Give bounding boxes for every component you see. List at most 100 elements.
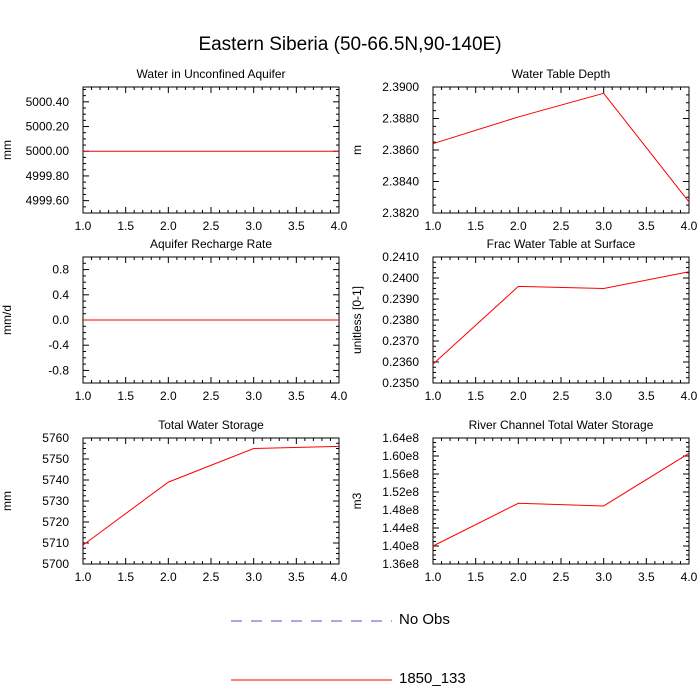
y-tick-label: 5740	[42, 473, 69, 487]
x-tick-label: 2.0	[510, 219, 527, 233]
y-tick-label: 0.2380	[382, 313, 419, 327]
panel-title: Frac Water Table at Surface	[487, 237, 636, 251]
y-tick-label: 1.36e8	[382, 557, 419, 571]
y-tick-label: 5000.00	[26, 144, 70, 158]
y-tick-label: 5000.20	[26, 120, 70, 134]
x-tick-label: 3.5	[638, 570, 655, 584]
x-tick-label: 2.5	[203, 219, 220, 233]
y-tick-label: 2.3900	[382, 80, 419, 94]
y-axis-label: mm	[0, 140, 14, 160]
x-tick-label: 2.5	[553, 219, 570, 233]
y-tick-label: 1.52e8	[382, 485, 419, 499]
legend-label-1850-133: 1850_133	[399, 670, 466, 687]
x-tick-label: 2.0	[510, 389, 527, 403]
x-tick-label: 2.0	[510, 570, 527, 584]
x-tick-label: 3.0	[245, 219, 262, 233]
y-tick-label: -0.8	[48, 363, 69, 377]
page-title: Eastern Siberia (50-66.5N,90-140E)	[198, 34, 502, 55]
panel-title: Water Table Depth	[512, 67, 611, 81]
series-line-1850-133	[432, 271, 690, 365]
x-tick-label: 3.0	[595, 389, 612, 403]
x-tick-label: 1.0	[425, 389, 442, 403]
series-line-1850-133	[432, 92, 690, 203]
x-tick-label: 2.0	[160, 219, 177, 233]
x-tick-label: 3.5	[288, 219, 305, 233]
y-tick-label: 2.3840	[382, 175, 419, 189]
y-tick-label: 5700	[42, 557, 69, 571]
panel-5: Total Water Storage mm 1.0 1.5 2.0 2.5 3.0 3.5 4…	[0, 418, 348, 584]
y-tick-label: 0.2390	[382, 292, 419, 306]
y-tick-label: 1.44e8	[382, 521, 419, 535]
x-tick-label: 1.5	[467, 219, 484, 233]
y-tick-label: 1.60e8	[382, 449, 419, 463]
x-tick-label: 3.0	[245, 570, 262, 584]
panel-6: River Channel Total Water Storage m3 1.0 1.…	[350, 418, 698, 584]
y-tick-label: 4999.60	[26, 194, 70, 208]
x-tick-label: 1.5	[467, 389, 484, 403]
y-tick-label: 0.8	[52, 263, 69, 277]
y-axis-label: unitless [0-1]	[350, 286, 364, 354]
x-tick-label: 1.0	[425, 570, 442, 584]
panel-title: Water in Unconfined Aquifer	[137, 67, 286, 81]
x-tick-label: 2.0	[160, 389, 177, 403]
x-tick-label: 1.5	[467, 570, 484, 584]
x-tick-label: 3.5	[288, 389, 305, 403]
y-tick-label: 5710	[42, 536, 69, 550]
x-tick-label: 3.5	[638, 219, 655, 233]
x-tick-label: 1.0	[75, 389, 92, 403]
y-tick-label: 0.2360	[382, 355, 419, 369]
y-tick-label: 0.0	[52, 313, 69, 327]
y-tick-label: 5750	[42, 452, 69, 466]
y-tick-label: 1.48e8	[382, 503, 419, 517]
x-tick-label: 1.0	[75, 570, 92, 584]
panel-3: Aquifer Recharge Rate mm/d 1.0 1.5 2.0 2.5 3.0…	[0, 237, 348, 403]
x-tick-label: 1.5	[117, 570, 134, 584]
panel-1: Water in Unconfined Aquifer mm 1.0 1.5 2.0 2.…	[0, 67, 348, 233]
x-tick-label: 4.0	[331, 389, 348, 403]
y-tick-label: 2.3860	[382, 143, 419, 157]
y-tick-label: 5760	[42, 431, 69, 445]
series-line-1850-133	[82, 445, 340, 546]
x-tick-label: 2.5	[203, 389, 220, 403]
x-tick-label: 3.0	[245, 389, 262, 403]
y-tick-label: 0.2400	[382, 271, 419, 285]
x-tick-label: 3.0	[595, 219, 612, 233]
y-tick-label: 4999.80	[26, 169, 70, 183]
y-tick-label: 0.2350	[382, 376, 419, 390]
x-tick-label: 1.5	[117, 389, 134, 403]
y-tick-label: 0.4	[52, 288, 69, 302]
x-tick-label: 2.5	[203, 570, 220, 584]
x-tick-label: 3.0	[595, 570, 612, 584]
y-axis-label: m3	[350, 492, 364, 509]
x-tick-label: 1.5	[117, 219, 134, 233]
y-tick-label: 2.3820	[382, 206, 419, 220]
x-tick-label: 2.5	[553, 389, 570, 403]
x-tick-label: 4.0	[331, 570, 348, 584]
legend-label-no-obs: No Obs	[399, 611, 450, 628]
series-line-1850-133	[432, 452, 690, 547]
y-tick-label: 1.56e8	[382, 467, 419, 481]
y-axis-label: mm/d	[0, 305, 14, 335]
x-tick-label: 4.0	[681, 389, 698, 403]
y-axis-label: m	[350, 145, 364, 155]
y-tick-label: 1.40e8	[382, 539, 419, 553]
x-tick-label: 1.0	[425, 219, 442, 233]
panel-title: Aquifer Recharge Rate	[150, 237, 272, 251]
y-tick-label: 1.64e8	[382, 431, 419, 445]
x-tick-label: 4.0	[331, 219, 348, 233]
y-axis-label: mm	[0, 491, 14, 511]
y-tick-label: -0.4	[48, 338, 69, 352]
y-tick-label: 0.2370	[382, 334, 419, 348]
x-tick-label: 3.5	[638, 389, 655, 403]
x-tick-label: 1.0	[75, 219, 92, 233]
panel-4: Frac Water Table at Surface unitless [0-1…	[350, 237, 698, 403]
panel-title: Total Water Storage	[158, 418, 264, 432]
y-tick-label: 5720	[42, 515, 69, 529]
y-tick-label: 5000.40	[26, 95, 70, 109]
panel-2: Water Table Depth m 1.0 1.5 2.0 2.5 3.0 3.5 4.0 2…	[350, 67, 698, 233]
x-tick-label: 4.0	[681, 570, 698, 584]
y-tick-label: 2.3880	[382, 112, 419, 126]
x-tick-label: 4.0	[681, 219, 698, 233]
